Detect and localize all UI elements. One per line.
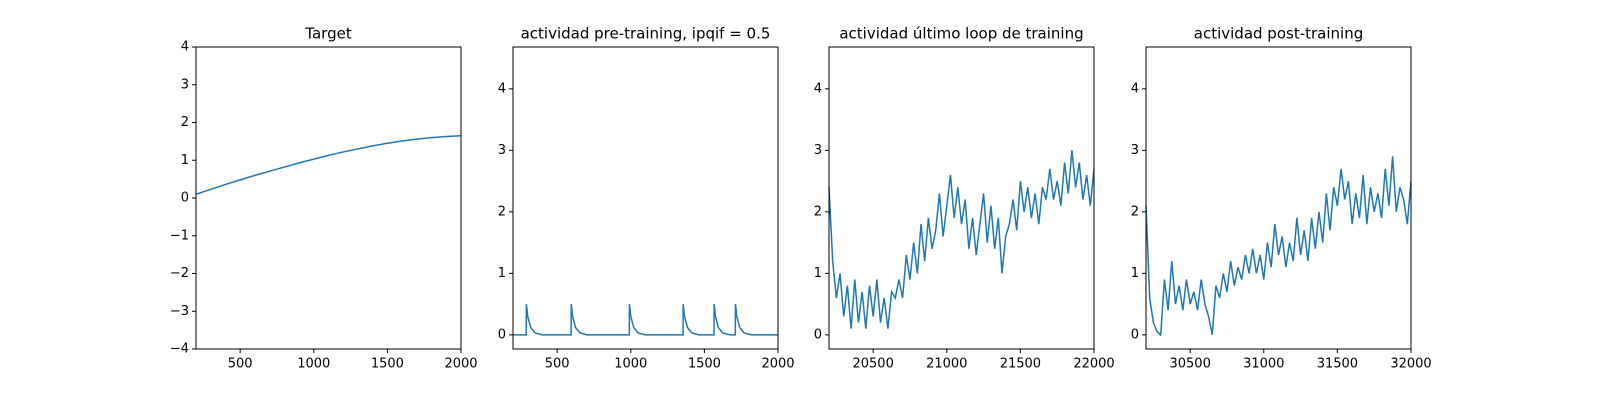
- x-tick-label: 32000: [1390, 357, 1431, 372]
- x-tick-label: 2000: [761, 357, 794, 372]
- axes-frame: [828, 46, 1095, 350]
- x-tick-label: 31500: [1317, 357, 1358, 372]
- data-line: [828, 150, 1095, 329]
- chart-title: actividad último loop de training: [839, 25, 1083, 43]
- x-tick-label: 1500: [371, 357, 404, 372]
- x-tick-label: 500: [228, 357, 253, 372]
- y-tick-label: 4: [181, 40, 189, 55]
- chart-title: actividad post-training: [1194, 25, 1363, 43]
- y-tick-label: 2: [814, 204, 822, 219]
- x-tick-label: 1500: [688, 357, 721, 372]
- x-tick-label: 21000: [926, 357, 967, 372]
- x-tick-label: 1000: [297, 357, 330, 372]
- x-tick-label: 31000: [1243, 357, 1284, 372]
- y-tick-label: 0: [814, 327, 822, 342]
- y-tick-label: 2: [1131, 204, 1139, 219]
- x-tick-label: 30500: [1169, 357, 1210, 372]
- axes-frame: [512, 46, 779, 350]
- data-line: [1145, 156, 1412, 337]
- y-tick-label: 4: [814, 81, 822, 96]
- y-tick-label: 3: [1131, 143, 1139, 158]
- y-tick-label: 0: [498, 327, 506, 342]
- y-tick-label: −4: [170, 342, 189, 357]
- y-tick-label: 3: [814, 143, 822, 158]
- axes-frame: [195, 46, 462, 350]
- y-tick-label: 4: [498, 81, 506, 96]
- x-tick-label: 500: [545, 357, 570, 372]
- x-tick-label: 20500: [852, 357, 893, 372]
- x-tick-label: 22000: [1073, 357, 1114, 372]
- y-tick-label: 1: [181, 153, 189, 168]
- x-tick-label: 2000: [444, 357, 477, 372]
- y-tick-label: 3: [181, 77, 189, 92]
- chart-title: actividad pre-training, ipqif = 0.5: [521, 25, 771, 43]
- data-line: [195, 134, 462, 195]
- y-tick-label: 1: [498, 266, 506, 281]
- axes-frame: [1145, 46, 1412, 350]
- y-tick-label: 4: [1131, 81, 1139, 96]
- y-tick-label: 0: [1131, 327, 1139, 342]
- chart-title: Target: [304, 25, 352, 43]
- y-tick-label: 3: [498, 143, 506, 158]
- y-tick-label: −3: [170, 304, 189, 319]
- y-tick-label: 0: [181, 191, 189, 206]
- y-tick-label: 2: [498, 204, 506, 219]
- y-tick-label: 2: [181, 115, 189, 130]
- y-tick-label: −2: [170, 266, 189, 281]
- y-tick-label: −1: [170, 228, 189, 243]
- y-tick-label: 1: [814, 266, 822, 281]
- x-tick-label: 1000: [614, 357, 647, 372]
- data-line: [513, 304, 778, 336]
- y-tick-label: 1: [1131, 266, 1139, 281]
- x-tick-label: 21500: [1000, 357, 1041, 372]
